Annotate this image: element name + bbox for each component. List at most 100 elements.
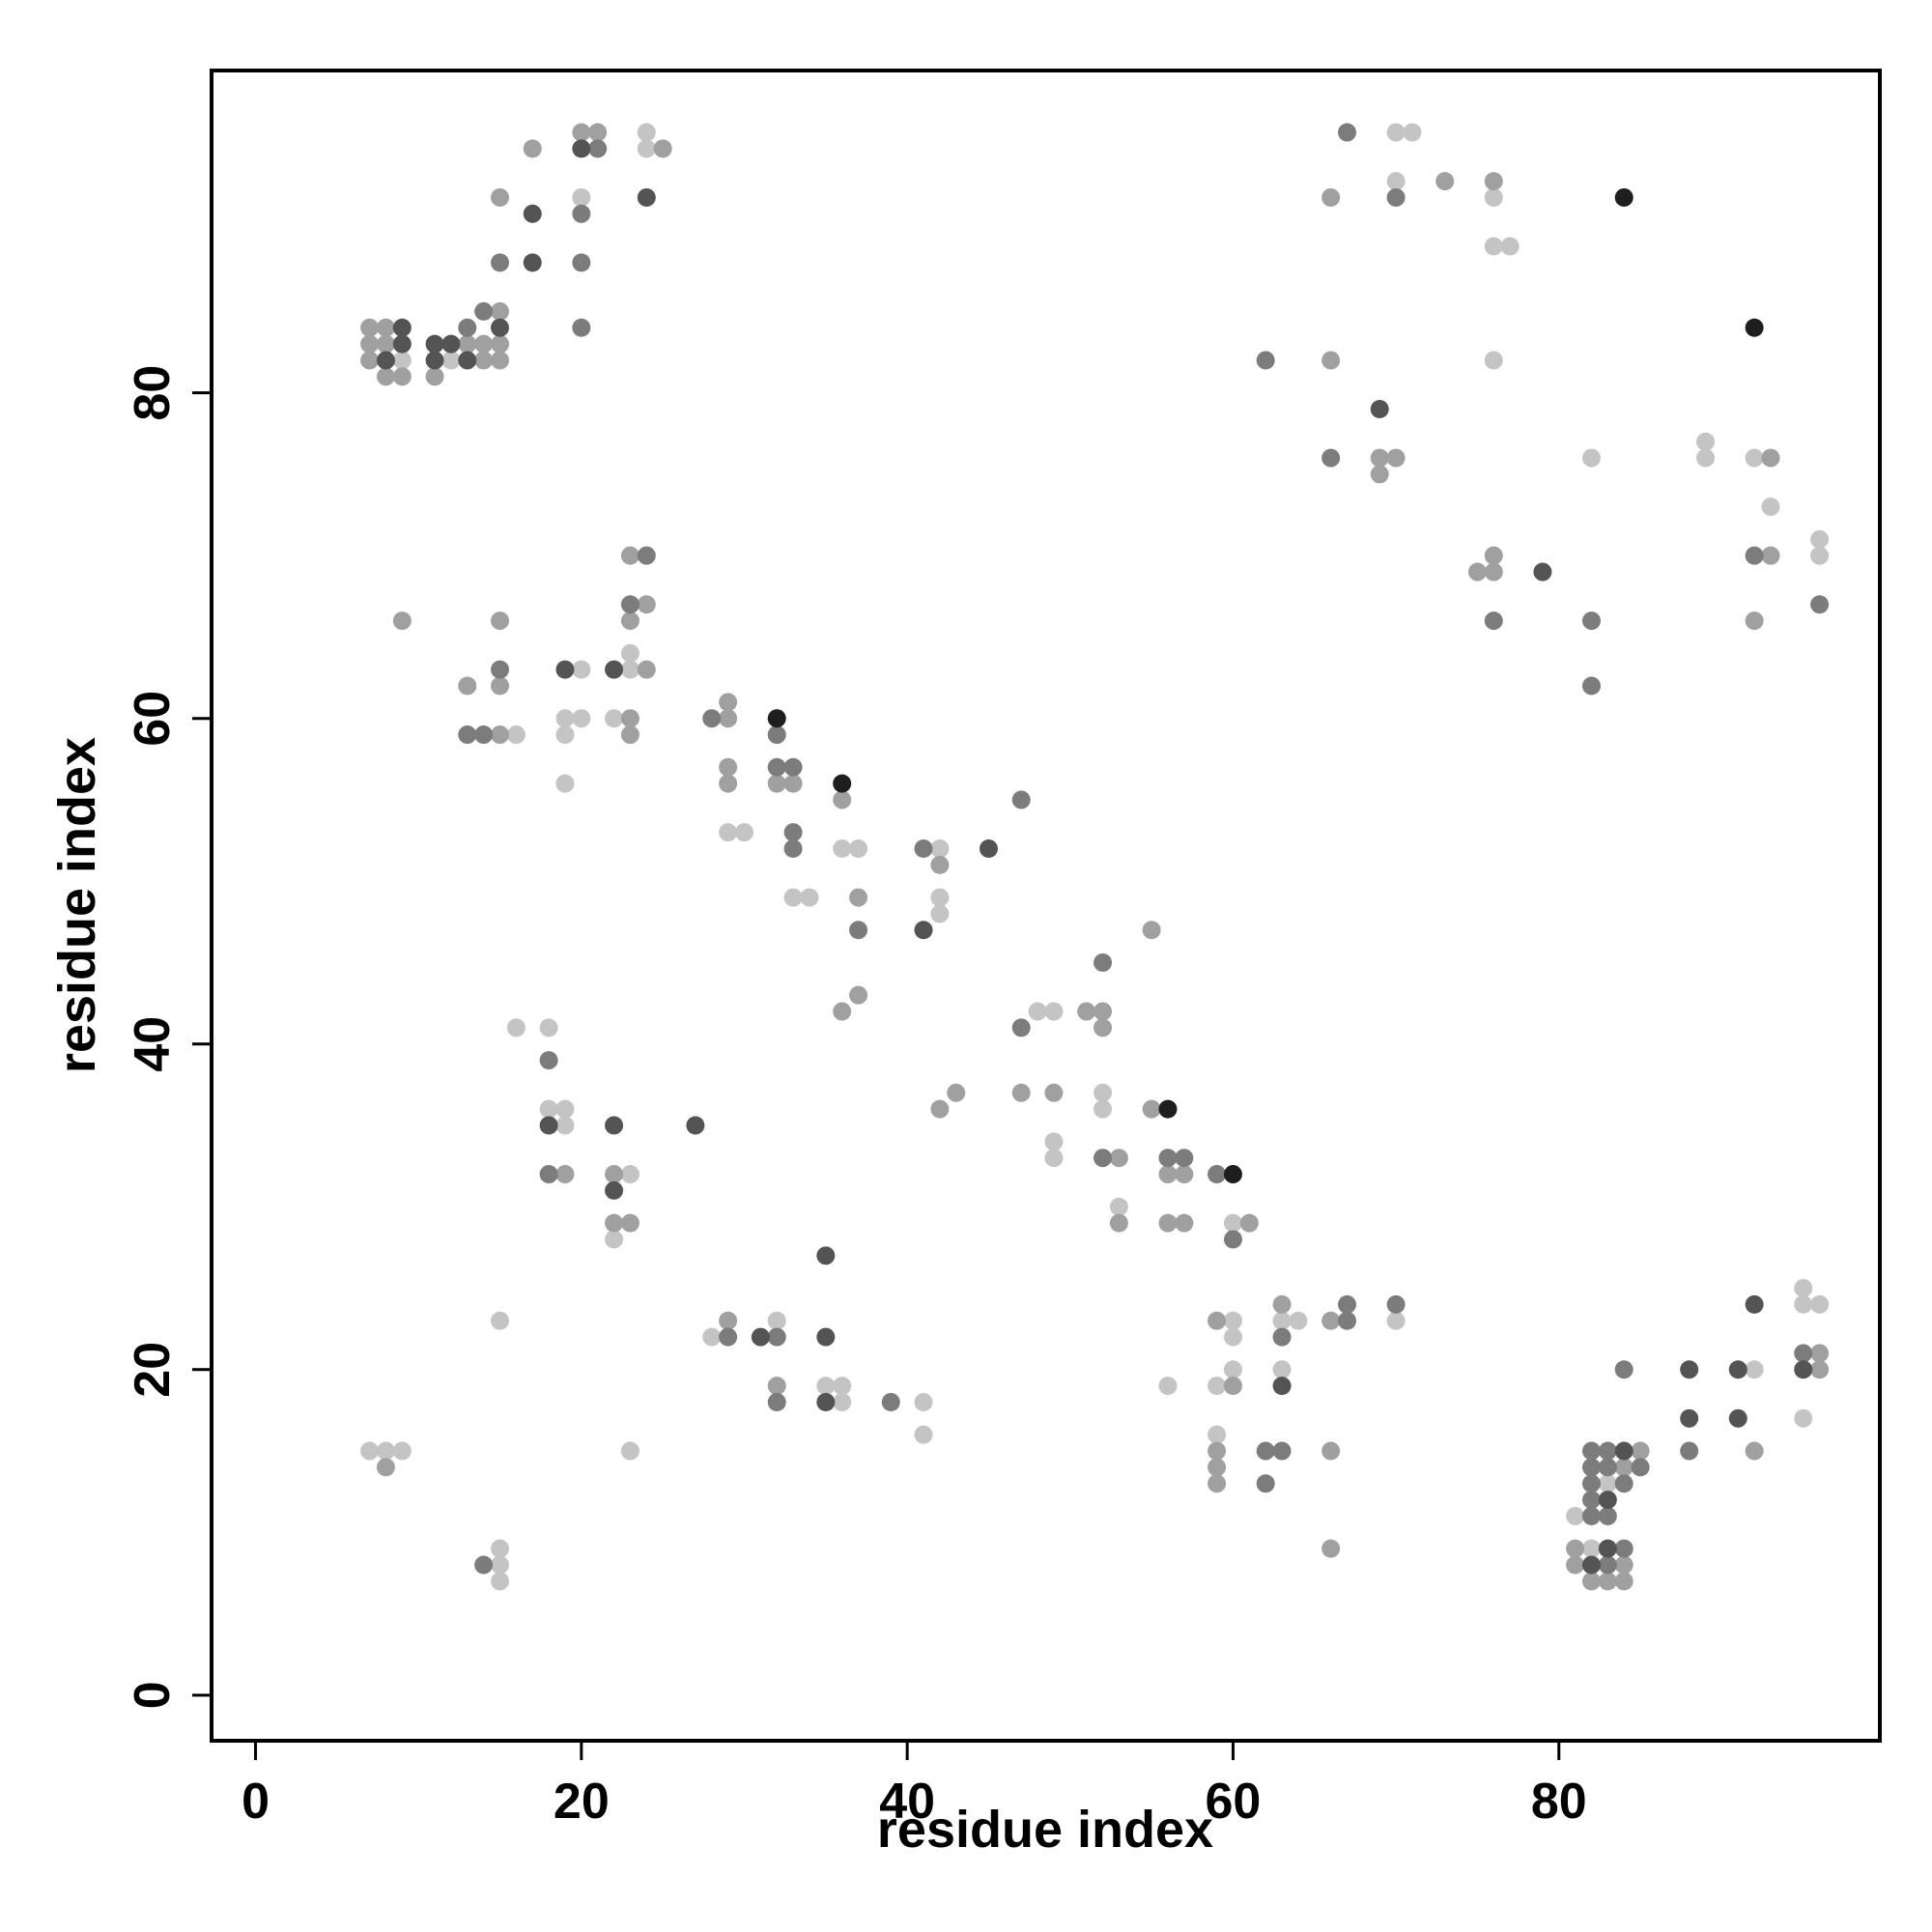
point <box>881 1392 900 1411</box>
point <box>539 1099 558 1119</box>
point <box>930 1099 950 1119</box>
point <box>1614 1360 1634 1379</box>
point <box>1581 1441 1601 1461</box>
point <box>1158 1165 1178 1184</box>
point <box>1272 1377 1292 1396</box>
point <box>1794 1408 1813 1428</box>
point <box>376 334 395 354</box>
point <box>1256 351 1275 370</box>
point <box>620 709 639 728</box>
point <box>1794 1344 1813 1363</box>
point <box>849 839 868 859</box>
point <box>1484 546 1503 565</box>
point <box>783 888 803 907</box>
point <box>1598 1539 1617 1558</box>
point <box>620 546 639 565</box>
point <box>1810 546 1830 565</box>
point <box>1598 1506 1617 1525</box>
point <box>930 839 950 859</box>
point <box>849 888 868 907</box>
point <box>767 709 786 728</box>
point <box>605 1213 624 1233</box>
point <box>702 709 722 728</box>
point <box>1566 1539 1585 1558</box>
point <box>1598 1491 1617 1510</box>
point <box>1044 1149 1064 1168</box>
point <box>1272 1294 1292 1314</box>
point <box>1810 1360 1830 1379</box>
x-axis-label: residue index <box>877 1801 1213 1859</box>
point <box>1598 1572 1617 1591</box>
x-tick-label: 40 <box>879 1774 935 1830</box>
point <box>637 660 656 679</box>
point <box>930 904 950 923</box>
point <box>1239 1213 1259 1233</box>
point <box>491 187 510 207</box>
point <box>1223 1377 1242 1396</box>
point <box>914 1425 933 1444</box>
point <box>1142 1099 1161 1119</box>
point <box>458 334 477 354</box>
point <box>1680 1360 1699 1379</box>
point <box>1338 123 1357 142</box>
point <box>1745 1294 1764 1314</box>
point <box>816 1246 836 1265</box>
point <box>1094 1083 1113 1102</box>
point <box>833 774 852 793</box>
x-tick-label: 20 <box>554 1774 610 1830</box>
point <box>1011 790 1031 810</box>
point <box>376 1441 395 1461</box>
point <box>1321 187 1341 207</box>
point <box>783 757 803 777</box>
point <box>555 1116 575 1135</box>
point <box>474 725 494 745</box>
point <box>1386 1294 1406 1314</box>
point <box>555 774 575 793</box>
point <box>1614 1441 1634 1461</box>
y-tick-label: 40 <box>125 1016 181 1072</box>
point <box>392 611 412 631</box>
point <box>1321 1441 1341 1461</box>
point <box>491 1572 510 1591</box>
point <box>474 1555 494 1575</box>
point <box>605 1116 624 1135</box>
point <box>474 334 494 354</box>
point <box>751 1327 770 1347</box>
point <box>1581 611 1601 631</box>
point <box>1467 562 1487 582</box>
point <box>1696 432 1716 451</box>
point <box>1761 546 1780 565</box>
y-tick-label: 0 <box>125 1681 181 1709</box>
point <box>392 334 412 354</box>
point <box>1256 1441 1275 1461</box>
point <box>539 1018 558 1037</box>
point <box>555 1165 575 1184</box>
point <box>637 187 656 207</box>
y-tick-label: 20 <box>125 1342 181 1398</box>
point <box>1142 921 1161 940</box>
point <box>1810 1294 1830 1314</box>
point <box>555 725 575 745</box>
point <box>1158 1149 1178 1168</box>
point <box>1631 1441 1650 1461</box>
point <box>767 1392 786 1411</box>
point <box>914 1392 933 1411</box>
point <box>1256 1474 1275 1493</box>
point <box>1094 1018 1113 1037</box>
point <box>1581 1491 1601 1510</box>
point <box>783 774 803 793</box>
point <box>1581 1474 1601 1493</box>
point <box>572 123 591 142</box>
point <box>392 318 412 337</box>
point <box>1223 1165 1242 1184</box>
point <box>1386 448 1406 468</box>
point <box>1484 562 1503 582</box>
point <box>767 757 786 777</box>
point <box>767 1311 786 1330</box>
point <box>458 351 477 370</box>
point <box>1321 1539 1341 1558</box>
point <box>1403 123 1422 142</box>
point <box>1614 187 1634 207</box>
point <box>620 725 639 745</box>
